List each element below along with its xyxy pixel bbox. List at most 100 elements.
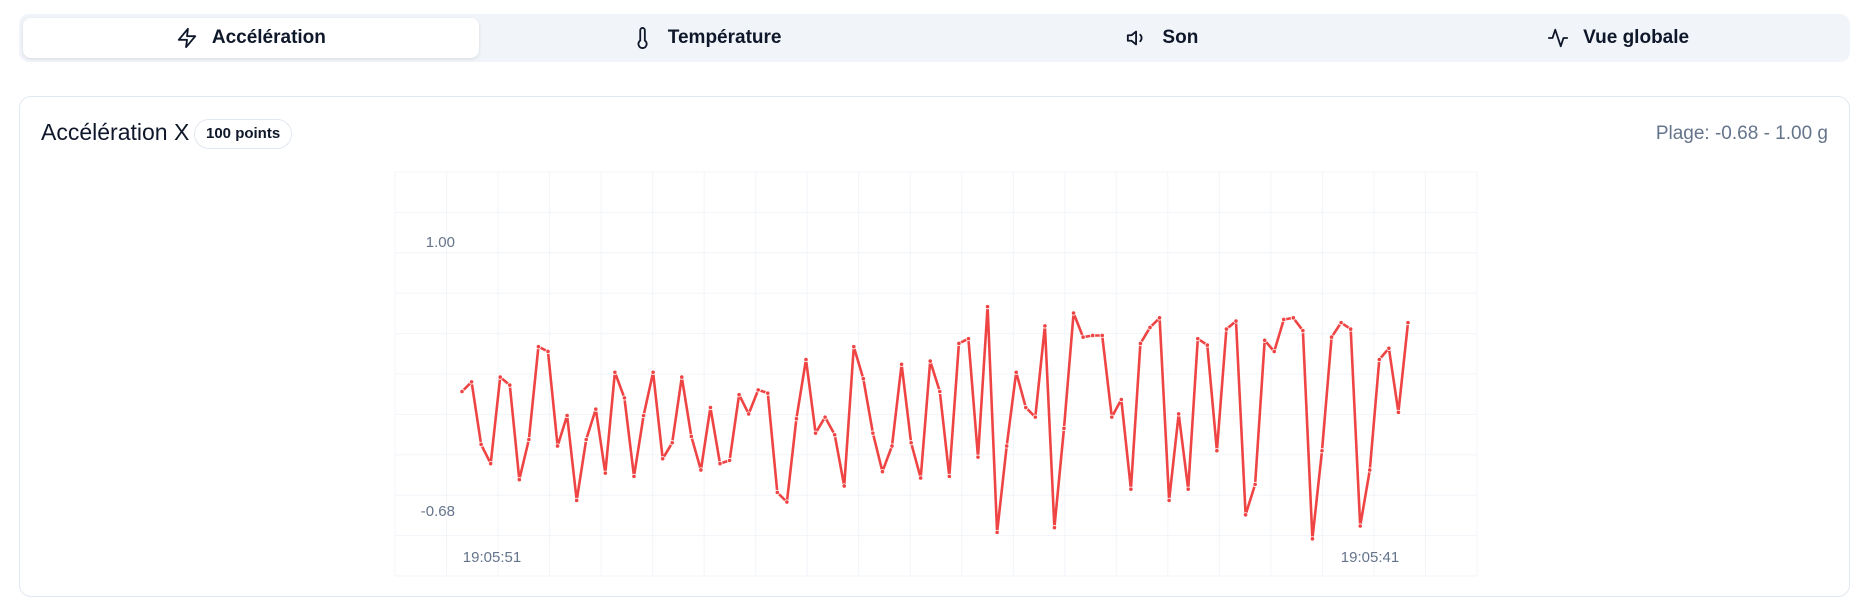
data-point [1176, 411, 1182, 417]
data-point [1214, 448, 1220, 454]
data-point [621, 395, 628, 401]
tab-son[interactable]: Son [935, 18, 1391, 58]
x-tick-label: 19:05:51 [463, 549, 521, 566]
data-point [535, 344, 542, 350]
data-point [1319, 448, 1325, 454]
data-point [593, 406, 599, 412]
data-point [1395, 409, 1402, 415]
data-point [832, 432, 838, 438]
range-label: Plage: -0.68 - 1.00 g [1655, 123, 1828, 144]
data-point [1042, 323, 1048, 329]
data-point [516, 476, 522, 483]
data-point [1376, 356, 1382, 363]
data-point [1128, 486, 1134, 492]
data-point [918, 475, 924, 481]
tab-vue-globale[interactable]: Vue globale [1390, 18, 1846, 58]
data-point [1023, 404, 1029, 411]
data-point [851, 344, 857, 350]
data-point [631, 473, 637, 479]
y-tick-label: -0.68 [421, 503, 455, 520]
data-point [459, 388, 465, 395]
thermometer-icon [637, 27, 648, 49]
data-point [1233, 318, 1239, 324]
data-point [1204, 342, 1210, 348]
data-point [1070, 310, 1077, 316]
data-point [1099, 332, 1105, 339]
data-point [688, 433, 694, 439]
data-point [1156, 315, 1163, 321]
data-point [898, 361, 905, 367]
data-point [612, 369, 618, 375]
data-point [698, 467, 704, 473]
data-point [841, 483, 847, 489]
data-point [965, 336, 972, 342]
data-point [1080, 334, 1086, 340]
data-point [468, 379, 475, 385]
chart-title: Accélération X [41, 119, 190, 145]
data-point [1405, 320, 1411, 326]
data-point [1166, 497, 1172, 503]
data-point [956, 340, 962, 347]
data-point [889, 443, 895, 449]
data-point [812, 430, 819, 436]
data-point [1309, 536, 1316, 542]
data-point [1004, 443, 1010, 449]
data-point [545, 348, 551, 355]
data-point [574, 497, 580, 503]
data-point [746, 411, 752, 417]
data-point [1090, 332, 1096, 339]
data-point [1290, 315, 1296, 321]
tab-temperature[interactable]: Température [479, 18, 935, 58]
data-point [1013, 369, 1019, 375]
data-point [1281, 316, 1287, 323]
data-point [784, 499, 790, 505]
data-point [507, 382, 513, 388]
data-point [946, 473, 952, 479]
data-point [660, 456, 666, 462]
data-point [1348, 326, 1354, 332]
chart-card: Accélération X 100 points Plage: -0.68 -… [19, 96, 1850, 597]
tab-temperature-label: Température [667, 27, 782, 48]
data-point [554, 443, 561, 449]
data-point [640, 412, 647, 419]
tab-son-label: Son [1162, 27, 1199, 48]
data-point [870, 430, 876, 436]
data-point [908, 440, 914, 446]
data-point [1252, 481, 1258, 487]
data-point [975, 454, 981, 460]
data-point [526, 436, 532, 443]
activity-icon [1548, 28, 1569, 48]
data-point [765, 390, 771, 396]
data-point [984, 304, 991, 310]
data-point [755, 387, 761, 393]
data-point [564, 412, 570, 419]
data-point [707, 404, 714, 411]
data-point [1118, 396, 1124, 403]
data-point [937, 388, 943, 395]
data-point [1328, 334, 1335, 340]
tab-acceleration[interactable]: Accélération [23, 18, 479, 58]
x-tick-label: 19:05:41 [1341, 549, 1399, 566]
data-point [879, 468, 886, 475]
data-point [803, 356, 809, 363]
data-point [1386, 345, 1392, 351]
data-point [726, 457, 733, 463]
data-point [1061, 425, 1067, 431]
data-point [1367, 467, 1373, 473]
data-point [793, 416, 800, 422]
data-point [717, 460, 723, 467]
data-point [1357, 523, 1363, 529]
data-point [1109, 414, 1115, 420]
data-point [860, 376, 866, 382]
zap-icon [177, 27, 197, 49]
data-point [1147, 324, 1153, 331]
data-point [1262, 337, 1268, 343]
data-point [488, 460, 494, 467]
points-badge: 100 points [194, 119, 293, 149]
data-point [1185, 486, 1191, 492]
data-point [1271, 348, 1277, 355]
data-point [1242, 512, 1249, 518]
data-point [1032, 414, 1038, 420]
y-tick-label: 1.00 [426, 234, 455, 251]
